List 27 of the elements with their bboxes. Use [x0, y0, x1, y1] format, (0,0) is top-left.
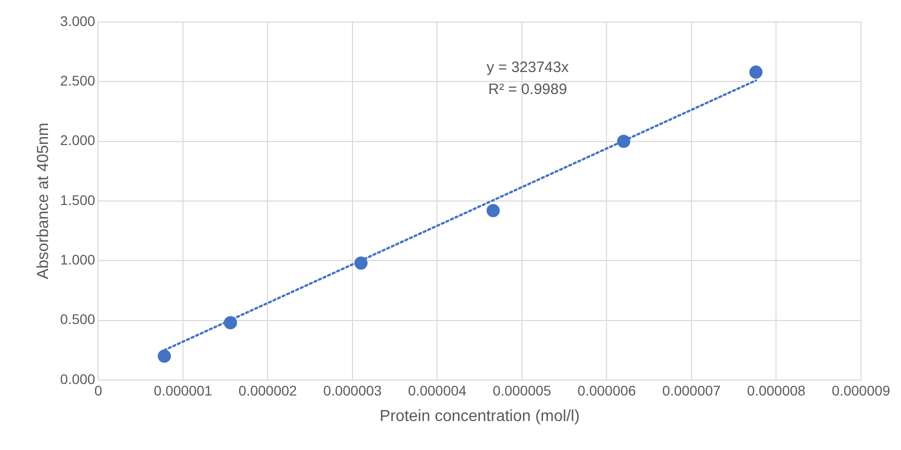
y-axis-title: Absorbance at 405nm [35, 122, 52, 280]
annotation: y = 323743x [486, 59, 570, 76]
y-tick-label: 0.500 [60, 311, 96, 328]
annotation: R² = 0.9989 [488, 81, 568, 98]
point [354, 256, 368, 270]
point [617, 134, 630, 148]
point [486, 204, 500, 218]
x-tick-label: 0 [94, 382, 102, 398]
x-tick-label: 0.000002 [238, 382, 298, 398]
x-tick-label: 0.000006 [578, 382, 636, 398]
point [224, 316, 238, 330]
y-tick-label: 2.500 [60, 72, 96, 89]
point [158, 350, 171, 363]
x-tick-label: 0.000001 [154, 382, 212, 398]
x-tick-label: 0.000003 [323, 382, 382, 398]
y-tick-label: 3.000 [60, 12, 96, 29]
x-axis-title: Protein concentration (mol/l) [380, 408, 580, 425]
y-tick-label: 1.500 [60, 192, 96, 208]
y-tick-label: 1.000 [60, 252, 96, 268]
x-tick-label: 0.000004 [408, 382, 467, 398]
x-tick-label: 0.000005 [492, 382, 552, 398]
y-tick-label: 0.000 [60, 370, 96, 387]
y-tick-label: 2.000 [60, 132, 96, 148]
x-tick-label: 0.000008 [747, 382, 806, 398]
point [749, 66, 763, 79]
x-tick-label: 0.000007 [662, 382, 721, 398]
x-tick-label: 0.000009 [832, 382, 890, 398]
